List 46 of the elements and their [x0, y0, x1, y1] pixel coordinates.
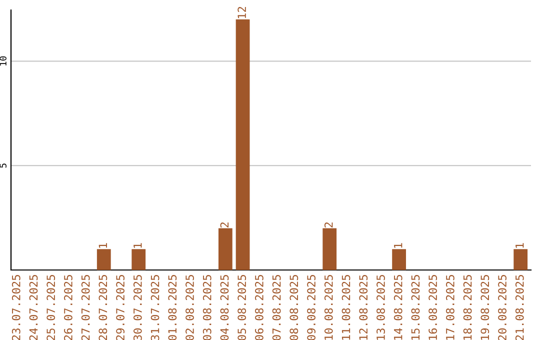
- y-tick-label: 10: [0, 56, 6, 66]
- x-tick-label: 19.08.2025: [480, 275, 490, 340]
- x-tick-label: 24.07.2025: [29, 275, 38, 340]
- bar: [392, 249, 406, 270]
- data-label: 1: [394, 243, 402, 248]
- x-tick-label: 27.07.2025: [81, 275, 90, 340]
- x-tick-label: 15.08.2025: [411, 275, 420, 340]
- x-tick-label: 10.08.2025: [324, 275, 333, 340]
- bar: [96, 249, 111, 270]
- data-label: 2: [220, 222, 229, 228]
- x-tick-label: 01.08.2025: [168, 275, 177, 340]
- x-tick-label: 13.08.2025: [376, 275, 385, 340]
- x-tick-label: 11.08.2025: [342, 275, 350, 340]
- data-label: 1: [98, 243, 107, 248]
- data-label: 1: [516, 243, 524, 248]
- bar: [236, 19, 250, 270]
- data-label: 1: [134, 243, 142, 248]
- x-tick-label: 02.08.2025: [186, 275, 194, 340]
- x-tick-label: 06.08.2025: [255, 275, 264, 340]
- x-tick-label: 07.08.2025: [272, 275, 281, 340]
- x-tick-label: 23.07.2025: [12, 275, 20, 340]
- x-tick-label: 21.08.2025: [515, 275, 524, 340]
- bar: [514, 249, 528, 270]
- x-tick-label: 31.07.2025: [150, 275, 160, 340]
- x-tick-label: 03.08.2025: [202, 275, 212, 340]
- y-tick-label: 5: [0, 164, 6, 168]
- bar: [218, 228, 232, 270]
- x-tick-label: 30.07.2025: [133, 275, 142, 340]
- x-tick-label: 12.08.2025: [359, 275, 368, 340]
- x-tick-label: 26.07.2025: [64, 275, 72, 340]
- x-tick-label: 05.08.2025: [238, 275, 246, 340]
- x-tick-label: 25.07.2025: [46, 275, 56, 340]
- x-tick-label: 16.08.2025: [428, 275, 438, 340]
- x-tick-label: 29.07.2025: [116, 275, 125, 340]
- x-tick-label: 18.08.2025: [463, 275, 472, 340]
- data-label: 2: [324, 222, 333, 228]
- x-tick-label: 14.08.2025: [394, 275, 402, 340]
- x-tick-label: 17.08.2025: [446, 275, 454, 340]
- data-label: 12: [238, 6, 246, 18]
- x-tick-label: 09.08.2025: [307, 275, 316, 340]
- x-tick-label: 20.08.2025: [498, 275, 506, 340]
- bar: [132, 249, 146, 270]
- x-tick-label: 04.08.2025: [220, 275, 229, 340]
- x-tick-label: 28.07.2025: [98, 275, 108, 340]
- bar: [322, 228, 337, 270]
- x-tick-label: 08.08.2025: [290, 275, 298, 340]
